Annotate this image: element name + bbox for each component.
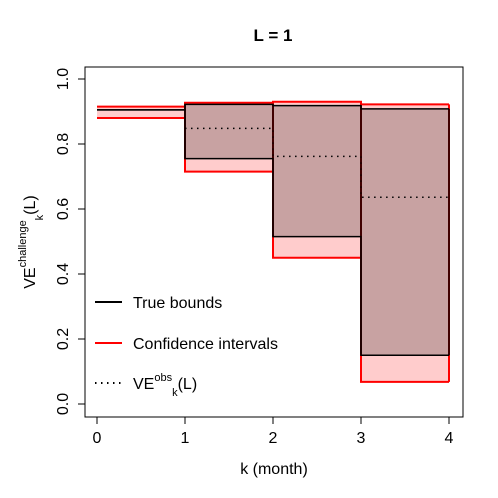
y-label-base: VE bbox=[22, 267, 39, 288]
legend: True bounds Confidence intervals VEobsk(… bbox=[95, 295, 278, 399]
true-bounds-band-2 bbox=[273, 105, 361, 237]
x-tick-label-3: 3 bbox=[357, 430, 366, 447]
y-label-suffix: (L) bbox=[22, 195, 39, 215]
y-tick-label-3: 0.6 bbox=[55, 198, 72, 220]
svg-text:VEchallengek(L): VEchallenge k(L) bbox=[17, 195, 46, 289]
x-axis: 0 1 2 3 4 bbox=[93, 417, 454, 447]
ci-band-0 bbox=[97, 106, 185, 118]
y-tick-label-0: 0.0 bbox=[55, 393, 72, 415]
x-axis-label: k (month) bbox=[240, 461, 308, 478]
y-tick-label-1: 0.2 bbox=[55, 328, 72, 350]
x-tick-label-4: 4 bbox=[445, 430, 454, 447]
true-bounds-band-3 bbox=[361, 108, 449, 356]
observed-line bbox=[185, 127, 449, 199]
y-tick-label-5: 1.0 bbox=[55, 68, 72, 90]
x-tick-label-1: 1 bbox=[181, 430, 190, 447]
true-bounds-upper-line bbox=[97, 103, 449, 111]
plot-frame bbox=[84, 66, 464, 418]
legend-observed-superscript: obs bbox=[154, 372, 172, 384]
y-tick-label-2: 0.4 bbox=[55, 263, 72, 285]
y-label-superscript: challenge bbox=[17, 220, 29, 267]
y-label-subscript: k bbox=[34, 214, 46, 220]
y-axis-label: VEchallenge k(L) bbox=[17, 195, 46, 289]
true-bounds-band-1 bbox=[185, 104, 273, 159]
legend-label-true-bounds: True bounds bbox=[133, 295, 222, 312]
y-tick-label-4: 0.8 bbox=[55, 133, 72, 155]
plot-area bbox=[97, 100, 450, 383]
legend-observed-suffix: (L) bbox=[178, 376, 198, 393]
y-axis: 0.0 0.2 0.4 0.6 0.8 1.0 bbox=[55, 68, 85, 415]
x-tick-label-2: 2 bbox=[269, 430, 278, 447]
legend-label-observed: VEobsk(L) bbox=[133, 372, 197, 399]
x-tick-label-0: 0 bbox=[93, 430, 102, 447]
chart-title: L = 1 bbox=[254, 26, 293, 45]
legend-label-confidence-intervals: Confidence intervals bbox=[133, 336, 278, 353]
legend-observed-subscript: k bbox=[172, 387, 178, 399]
legend-observed-base: VE bbox=[133, 376, 154, 393]
true-bounds-lower-line bbox=[97, 109, 449, 356]
